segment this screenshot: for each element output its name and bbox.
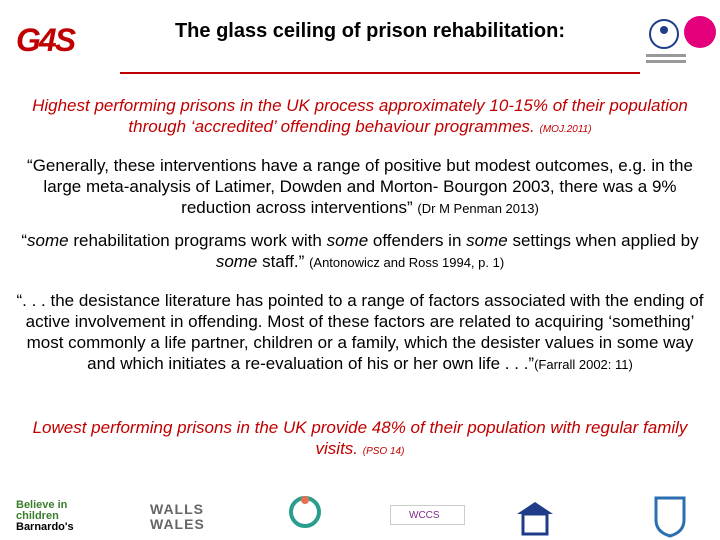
walls-logo: WALLS WALES xyxy=(150,502,205,532)
text: some xyxy=(215,252,258,271)
quote-antonowicz: “some rehabilitation programs work with … xyxy=(15,230,705,273)
logo-text: WALES xyxy=(150,516,205,532)
circle-logo xyxy=(289,496,321,528)
text: some xyxy=(27,231,69,250)
text: staff.” xyxy=(257,252,305,271)
lottery-logos xyxy=(646,16,716,63)
text: some xyxy=(326,231,369,250)
text: Highest performing prisons in the UK pro… xyxy=(32,96,688,136)
logo-text: WCCS xyxy=(409,510,440,521)
logo-text: WALLS xyxy=(150,501,204,517)
g-logo xyxy=(517,502,553,536)
quote-farrall: “. . . the desistance literature has poi… xyxy=(15,290,705,375)
text: settings when applied by xyxy=(507,231,699,250)
text: some xyxy=(466,231,508,250)
citation: (PSO 14) xyxy=(362,446,405,457)
logo-text: children xyxy=(16,510,59,522)
text: rehabilitation programs work with xyxy=(68,231,327,250)
bridgend-logo xyxy=(654,496,686,538)
g4s-logo: G4S xyxy=(16,22,76,58)
quote-penman: “Generally, these interventions have a r… xyxy=(15,155,705,219)
text: offenders in xyxy=(368,231,467,250)
text: Lowest performing prisons in the UK prov… xyxy=(32,418,688,458)
header-rule xyxy=(120,72,640,74)
barnardos-logo: Believe in children Barnardo's xyxy=(16,500,74,533)
citation: (Antonowicz and Ross 1994, p. 1) xyxy=(309,255,505,270)
citation: (Dr M Penman 2013) xyxy=(417,201,539,216)
citation: (Farrall 2002: 11) xyxy=(534,357,633,372)
wccs-logo: WCCS xyxy=(390,505,465,525)
text: “ xyxy=(21,231,28,250)
citation: (MOJ.2011) xyxy=(539,124,592,135)
paragraph-highest: Highest performing prisons in the UK pro… xyxy=(15,95,705,140)
logo-text: Believe in xyxy=(16,499,68,511)
text: “Generally, these interventions have a r… xyxy=(27,156,693,217)
text: “. . . the desistance literature has poi… xyxy=(16,291,704,373)
logo-text: Barnardo's xyxy=(16,521,74,533)
slide-title: The glass ceiling of prison rehabilitati… xyxy=(174,20,566,42)
paragraph-lowest: Lowest performing prisons in the UK prov… xyxy=(15,417,705,462)
